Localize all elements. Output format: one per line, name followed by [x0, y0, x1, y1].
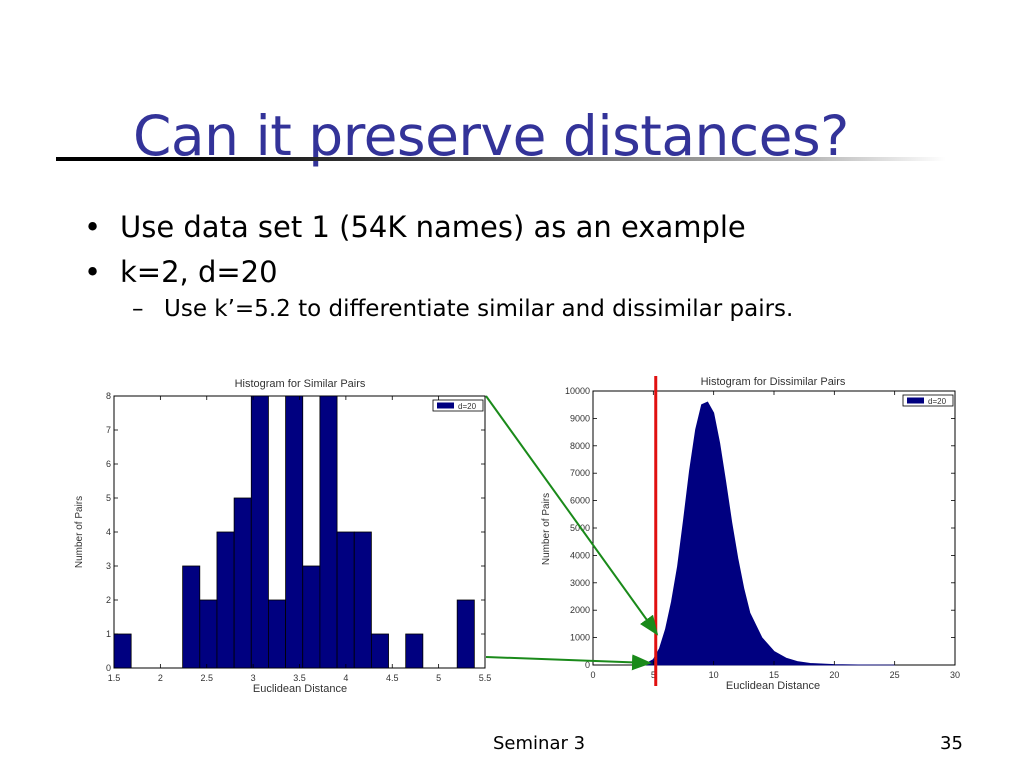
- y-tick-label: 2000: [570, 605, 590, 615]
- histogram-bar: [319, 395, 338, 669]
- x-tick-label: 5: [651, 670, 656, 680]
- y-tick-label: 2: [106, 595, 111, 605]
- y-tick-label: 4000: [570, 550, 590, 560]
- x-tick-label: 30: [950, 670, 960, 680]
- histogram-bar: [216, 531, 235, 669]
- y-axis-label: Number of Pairs: [74, 496, 85, 568]
- histogram-bar: [353, 531, 372, 669]
- page-number: 35: [940, 733, 963, 754]
- histogram-bar: [302, 565, 321, 669]
- chart-title: Histogram for Similar Pairs: [235, 378, 366, 390]
- histogram-bar: [182, 565, 201, 669]
- y-tick-label: 6: [106, 459, 111, 469]
- similar-pairs-histogram: Histogram for Similar Pairs Euclidean Di…: [74, 378, 491, 695]
- x-tick-label: 15: [769, 670, 779, 680]
- histogram-bar: [250, 395, 269, 669]
- dash-icon: –: [132, 296, 144, 322]
- y-tick-label: 8: [106, 391, 111, 401]
- x-tick-label: 1.5: [108, 673, 121, 683]
- x-tick-label: 4: [343, 673, 348, 683]
- y-tick-label: 9000: [570, 413, 590, 423]
- histogram-bar: [456, 599, 475, 669]
- y-tick-label: 5: [106, 493, 111, 503]
- y-tick-label: 7000: [570, 468, 590, 478]
- y-axis-label: Number of Pairs: [541, 493, 552, 565]
- y-tick-label: 1000: [570, 633, 590, 643]
- histogram-bar: [233, 497, 252, 669]
- chart-title: Histogram for Dissimilar Pairs: [701, 376, 846, 388]
- histogram-bar: [336, 531, 355, 669]
- axes-group: 1.5 2 2.5 3 3.5 4 4.5 5 5.5 0 1 2 3 4 5 6 7 8: [106, 391, 491, 683]
- bullet-icon: •: [84, 210, 102, 244]
- histogram-bar: [113, 633, 132, 669]
- distribution-area: [643, 401, 895, 666]
- x-axis-label: Euclidean Distance: [253, 683, 347, 695]
- bullet-item-parameters: • k=2, d=20: [84, 252, 746, 297]
- dissimilar-pairs-histogram: Histogram for Dissimilar Pairs Euclidean…: [541, 376, 960, 692]
- legend: d=20: [902, 394, 954, 407]
- plot-frame: [592, 390, 956, 666]
- bullet-text: Use data set 1 (54K names) as an example: [120, 210, 746, 244]
- y-tick-label: 1: [106, 629, 111, 639]
- legend-box: [902, 394, 954, 407]
- bullet-icon: •: [84, 255, 102, 289]
- histogram-bar: [268, 599, 286, 669]
- bars-group: [113, 395, 475, 669]
- x-tick-label: 2: [158, 673, 163, 683]
- histogram-bar: [370, 633, 389, 669]
- x-tick-label: 2.5: [200, 673, 213, 683]
- histogram-bar: [405, 633, 424, 669]
- y-tick-label: 0: [106, 663, 111, 673]
- bullet-list: • Use data set 1 (54K names) as an exampl…: [84, 207, 746, 297]
- y-tick-label: 6000: [570, 496, 590, 506]
- legend: d=20: [432, 399, 484, 412]
- x-tick-label: 5.5: [479, 673, 492, 683]
- y-tick-label: 8000: [570, 441, 590, 451]
- y-tick-label: 4: [106, 527, 111, 537]
- bullet-text: k=2, d=20: [120, 255, 278, 289]
- histogram-bar: [199, 599, 218, 669]
- x-tick-label: 4.5: [386, 673, 399, 683]
- y-tick-label: 10000: [565, 386, 590, 396]
- y-tick-label: 7: [106, 425, 111, 435]
- x-axis-label: Euclidean Distance: [726, 680, 820, 692]
- x-tick-label: 10: [709, 670, 719, 680]
- bullet-item-dataset: • Use data set 1 (54K names) as an exampl…: [84, 207, 746, 252]
- y-tick-label: 0: [585, 660, 590, 670]
- histogram-bar: [285, 395, 304, 669]
- title-underline: [56, 157, 946, 161]
- x-tick-label: 0: [590, 670, 595, 680]
- x-tick-label: 20: [829, 670, 839, 680]
- x-tick-label: 5: [436, 673, 441, 683]
- x-tick-label: 25: [890, 670, 900, 680]
- legend-swatch: [437, 402, 454, 409]
- legend-box: [432, 399, 484, 412]
- arrow-bottom: [485, 654, 652, 671]
- legend-label: d=20: [928, 397, 947, 406]
- legend-label: d=20: [458, 402, 477, 411]
- y-tick-label: 3: [106, 561, 111, 571]
- x-tick-label: 3.5: [293, 673, 306, 683]
- footer-label: Seminar 3: [493, 733, 586, 754]
- sub-bullet-text: Use k’=5.2 to differentiate similar and …: [164, 296, 794, 322]
- sub-bullet: – Use k’=5.2 to differentiate similar and…: [132, 296, 793, 322]
- arrow-top: [485, 395, 659, 636]
- legend-swatch: [907, 397, 924, 404]
- y-tick-label: 3000: [570, 578, 590, 588]
- x-tick-label: 3: [251, 673, 256, 683]
- axes-group: 0510152025300100020003000400050006000700…: [565, 386, 960, 680]
